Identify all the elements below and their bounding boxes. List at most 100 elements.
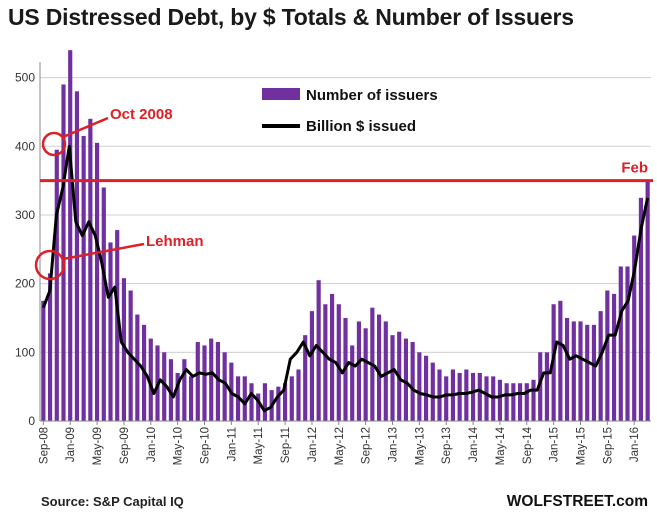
issuer-bar [242, 376, 247, 421]
issuer-bar [54, 149, 59, 422]
issuer-bar [41, 300, 46, 421]
issuer-bar [188, 376, 194, 421]
issuer-bar [618, 266, 623, 421]
issuer-bar [350, 345, 355, 421]
feb-label: Feb [621, 160, 648, 177]
issuer-bar [645, 180, 650, 421]
issuer-bar [484, 376, 489, 421]
issuer-bar [115, 230, 120, 421]
issuer-bar [497, 379, 503, 421]
billion-line [41, 144, 650, 413]
x-tick-label: May-12 [334, 427, 346, 465]
issuer-bar [222, 352, 227, 421]
issuer-bar [437, 369, 442, 421]
x-tick-label: Jan-14 [468, 426, 480, 462]
issuer-bar [403, 338, 409, 421]
y-tick-label: 300 [15, 208, 35, 222]
x-tick-label: Jan-16 [629, 427, 641, 462]
issuer-bar [605, 290, 610, 421]
source-text: Source: S&P Capital IQ [41, 494, 184, 509]
issuer-bar [81, 135, 86, 421]
issuer-bar [417, 352, 422, 421]
issuer-bar [464, 369, 469, 421]
y-tick-label: 0 [28, 414, 35, 428]
x-tick-label: May-11 [253, 427, 265, 465]
legend-swatch-issuers [262, 88, 300, 100]
issuer-bar [249, 383, 254, 421]
x-tick-label: May-15 [576, 427, 588, 465]
axes [39, 62, 651, 425]
issuer-bar [363, 328, 368, 421]
issuer-bar [383, 321, 388, 421]
lehman-circle [34, 249, 66, 281]
issuer-bar [175, 372, 180, 421]
y-tick-label: 400 [15, 139, 35, 153]
issuer-bar [202, 345, 207, 421]
lehman-label: Lehman [146, 233, 204, 250]
issuer-bar [638, 197, 644, 421]
legend-label-billion: Billion $ issued [306, 118, 416, 135]
legend-label-issuers: Number of issuers [306, 87, 438, 104]
issuer-bar [457, 372, 462, 421]
issuer-bar [564, 317, 570, 421]
issuer-bar [517, 383, 523, 421]
issuer-bar [470, 372, 476, 421]
issuer-bar [625, 266, 630, 421]
x-tick-label: Sep-10 [200, 427, 212, 464]
x-tick-label: May-09 [92, 427, 104, 465]
issuer-bar [390, 335, 395, 421]
issuer-bar [323, 304, 328, 421]
x-tick-label: Sep-13 [441, 427, 453, 464]
issuer-bar [578, 321, 583, 421]
x-tick-label: Sep-09 [119, 427, 131, 464]
x-tick-label: May-14 [495, 426, 507, 465]
issuer-bar [309, 311, 315, 421]
issuer-bar [101, 187, 106, 421]
issuer-bar [282, 383, 288, 421]
x-tick-label: Jan-09 [65, 427, 77, 462]
issuer-bar [430, 362, 435, 421]
x-tick-label: Jan-13 [388, 427, 400, 462]
x-tick-label: Sep-14 [522, 426, 534, 464]
issuer-bar [423, 355, 429, 421]
issuer-bar [524, 383, 529, 421]
y-tick-labels: 0 100 200 300 400 500 [15, 71, 35, 428]
gridlines [40, 77, 651, 353]
issuer-bar [195, 342, 200, 421]
issuer-bar [531, 379, 536, 421]
issuer-bar [336, 304, 341, 421]
issuer-bar [316, 280, 321, 421]
brand-text: WOLFSTREET.com [507, 493, 648, 510]
issuer-bar [538, 352, 543, 421]
issuer-bar [162, 352, 167, 421]
issuer-bar [182, 359, 187, 421]
issuer-bar [491, 376, 496, 421]
x-tick-labels: Sep-08 Jan-09 May-09 Sep-09 Jan-10 May-10 Sep-… [38, 426, 641, 465]
issuer-bar [376, 314, 382, 421]
oct2008-circle [41, 131, 67, 157]
issuer-bar [598, 311, 603, 421]
x-tick-label: May-10 [173, 427, 185, 465]
issuer-bar [296, 369, 301, 421]
x-tick-label: Jan-12 [307, 427, 319, 462]
issuer-bar [262, 383, 268, 421]
issuer-bar [329, 293, 335, 421]
issuer-bar [276, 386, 281, 421]
issuer-bar [256, 393, 261, 421]
issuer-bar [544, 352, 550, 421]
issuer-bar [511, 383, 516, 421]
x-tick-label: Sep-11 [280, 427, 292, 463]
x-tick-label: Sep-15 [602, 427, 614, 464]
oct2008-label: Oct 2008 [110, 106, 173, 123]
issuer-bar [410, 342, 415, 421]
issuer-bar [88, 118, 93, 422]
issuer-bar [444, 376, 449, 421]
x-tick-label: Sep-08 [38, 427, 50, 464]
issuer-bar [61, 84, 66, 421]
issuer-bar [356, 321, 362, 421]
issuer-bar [558, 300, 563, 421]
y-tick-label: 500 [15, 71, 35, 85]
x-tick-label: Sep-12 [361, 427, 373, 464]
y-tick-label: 100 [15, 345, 35, 359]
issuer-bar [289, 376, 294, 421]
